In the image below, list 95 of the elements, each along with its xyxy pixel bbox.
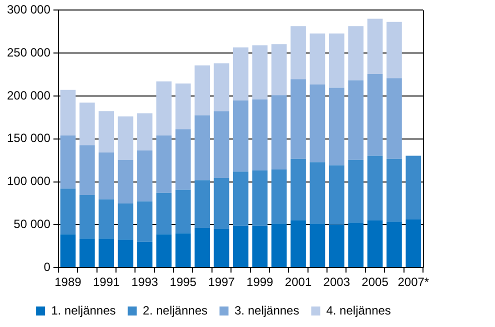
- bar: [79, 195, 95, 239]
- bar: [386, 158, 402, 222]
- x-tick-label: 2003: [323, 275, 350, 290]
- legend-label: 4. neljännes: [326, 303, 391, 318]
- bar: [328, 88, 344, 166]
- bar: [271, 170, 287, 224]
- y-tick-label: 50 000: [14, 217, 51, 232]
- bar: [328, 165, 344, 225]
- bar: [290, 79, 306, 159]
- bar: [252, 45, 268, 100]
- bar: [98, 238, 114, 268]
- x-tick-label: 2007*: [398, 275, 430, 290]
- bar: [310, 162, 326, 224]
- x-tick-label: 1997: [208, 275, 236, 290]
- legend-label: 1. neljännes: [51, 303, 116, 318]
- bar: [290, 220, 306, 268]
- bar: [214, 63, 230, 112]
- bar: [156, 192, 172, 234]
- bar: [175, 190, 191, 234]
- bar: [175, 233, 191, 268]
- bar: [60, 234, 76, 268]
- bar: [98, 199, 114, 239]
- bar: [156, 234, 172, 268]
- y-tick-label: 250 000: [6, 45, 51, 60]
- bar: [194, 180, 210, 228]
- bar: [386, 78, 402, 159]
- bar: [310, 84, 326, 162]
- bar: [175, 83, 191, 130]
- x-tick-label: 2005: [362, 275, 389, 290]
- bar: [175, 129, 191, 190]
- bar: [156, 81, 172, 136]
- bar: [386, 22, 402, 78]
- bar: [98, 152, 114, 200]
- bar: [214, 111, 230, 178]
- bar: [79, 102, 95, 146]
- bar: [60, 90, 76, 136]
- bar: [290, 26, 306, 80]
- x-tick-label: 1999: [246, 275, 274, 290]
- bar: [386, 222, 402, 268]
- legend-label: 3. neljännes: [234, 303, 300, 318]
- bar: [79, 238, 95, 268]
- y-tick-label: 150 000: [6, 131, 51, 146]
- bar: [60, 136, 76, 189]
- x-tick-label: 1995: [170, 275, 197, 290]
- bar: [194, 65, 210, 116]
- bar: [214, 228, 230, 268]
- bar: [328, 34, 344, 88]
- bar: [233, 100, 248, 172]
- bar: [271, 224, 287, 268]
- x-tick-label: 1993: [131, 275, 158, 290]
- bar: [367, 156, 383, 220]
- x-tick-label: 1991: [93, 275, 120, 290]
- bar: [348, 160, 364, 223]
- bar: [348, 80, 364, 160]
- bar: [290, 158, 306, 220]
- bar: [156, 136, 172, 193]
- bar: [118, 160, 134, 204]
- bar: [271, 95, 287, 170]
- bar: [194, 115, 210, 180]
- bar: [233, 172, 248, 226]
- bar: [310, 224, 326, 268]
- bar: [252, 99, 268, 171]
- bar: [233, 226, 248, 268]
- y-tick-label: 200 000: [6, 88, 51, 102]
- bar: [367, 220, 383, 268]
- bar: [98, 111, 114, 153]
- x-tick-label: 1989: [54, 275, 82, 290]
- bar: [367, 74, 383, 156]
- bar: [328, 224, 344, 268]
- bar: [137, 150, 152, 202]
- bar: [118, 116, 134, 160]
- bar: [137, 242, 152, 268]
- bar: [348, 26, 364, 80]
- legend-label: 2. neljännes: [142, 303, 208, 318]
- bar: [406, 219, 422, 268]
- bar: [194, 228, 210, 268]
- bar: [367, 18, 383, 74]
- bar: [271, 44, 287, 96]
- bar: [252, 226, 268, 268]
- bar: [406, 156, 422, 220]
- y-tick-label: 0: [44, 260, 51, 274]
- bar: [118, 240, 134, 268]
- y-tick-label: 300 000: [6, 2, 51, 17]
- bar: [79, 145, 95, 196]
- bar: [252, 170, 268, 226]
- bar: [310, 34, 326, 85]
- bar: [137, 201, 152, 242]
- bar: [348, 222, 364, 268]
- bar: [214, 178, 230, 229]
- bar: [233, 47, 248, 100]
- x-tick-label: 2001: [284, 275, 312, 290]
- y-tick-label: 100 000: [6, 174, 51, 188]
- bar: [60, 188, 76, 234]
- bar: [118, 204, 134, 240]
- bar: [137, 113, 152, 150]
